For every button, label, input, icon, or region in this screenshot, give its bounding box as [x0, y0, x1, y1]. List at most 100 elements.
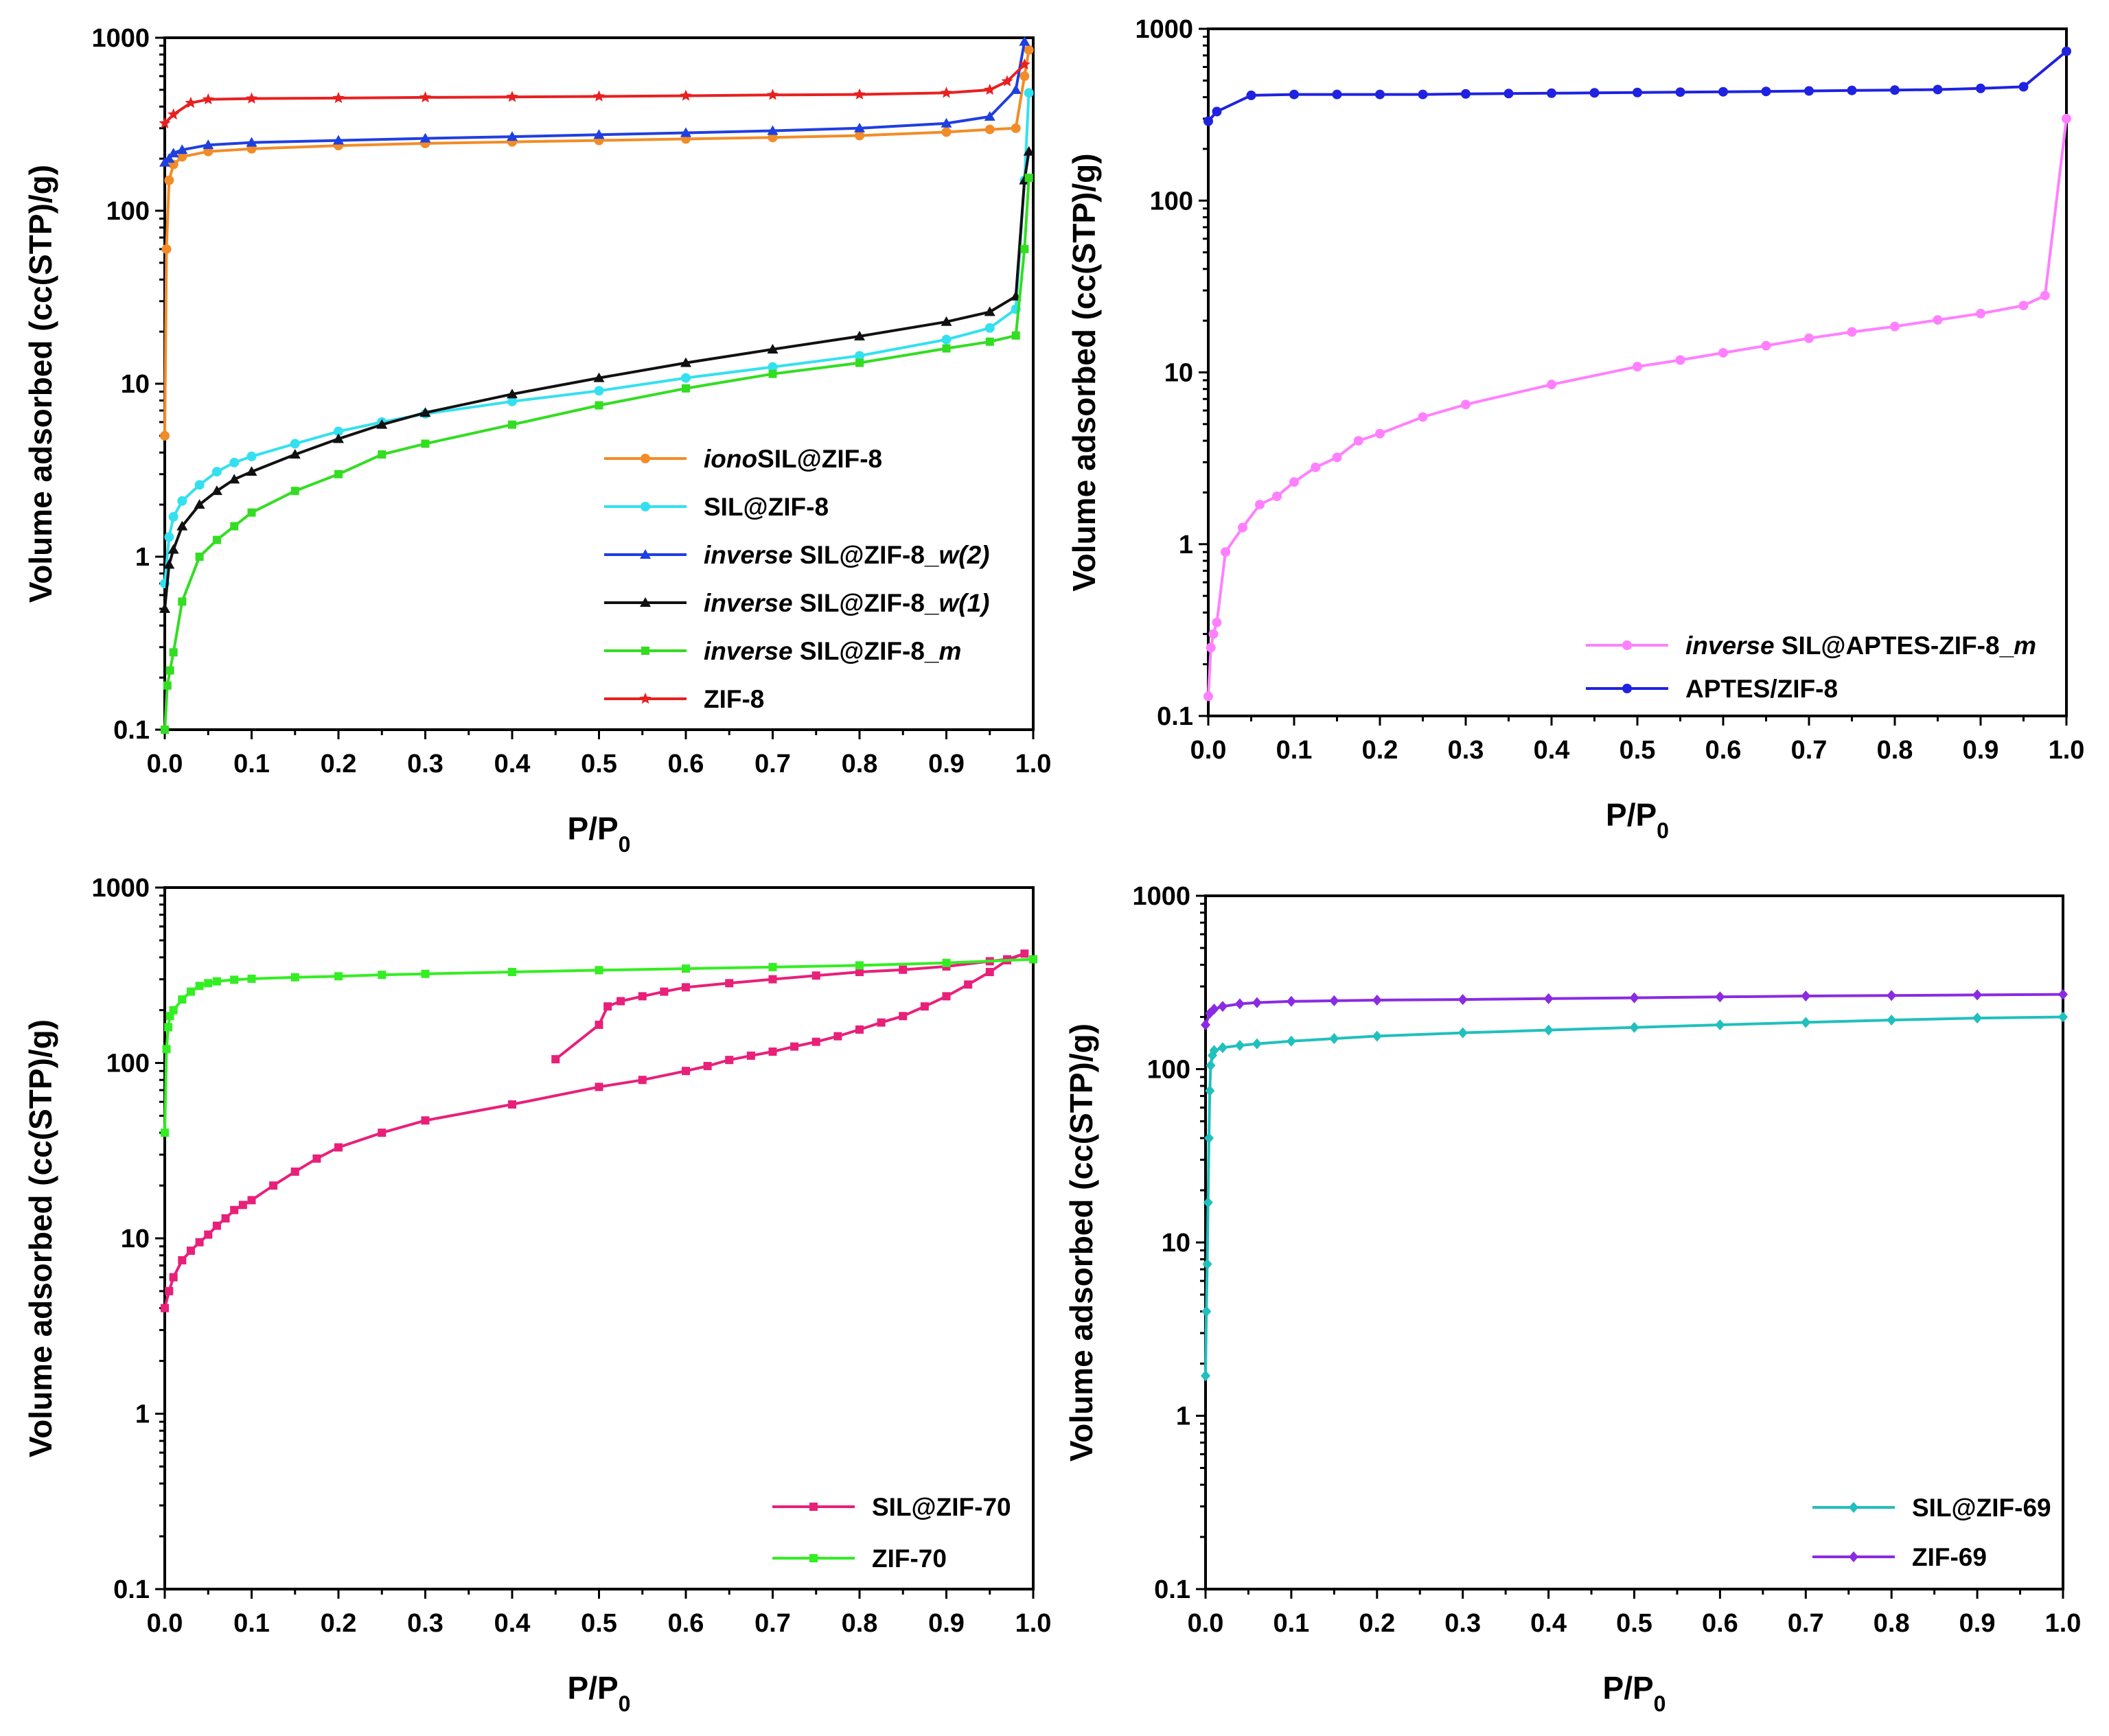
y-tick-label: 10 — [121, 370, 150, 399]
series-SIL@ZIF-70 — [161, 949, 1029, 1312]
data-point — [1847, 85, 1857, 95]
data-point — [1461, 400, 1471, 410]
legend-label: ZIF-69 — [1912, 1543, 1987, 1571]
data-point — [2018, 301, 2029, 311]
data-point — [984, 306, 995, 316]
data-point — [942, 992, 951, 1001]
data-point — [168, 544, 179, 554]
data-point — [1804, 333, 1814, 343]
data-point — [1933, 84, 1943, 95]
data-point — [1418, 89, 1428, 100]
chart-panel-1: 0.0 0.1 0.2 0.3 0.4 0.5 0.6 0.7 0.8 0.9 1.0 0.1 1 10 1… — [23, 24, 1051, 857]
data-point — [1202, 1258, 1212, 1270]
data-point — [638, 1076, 647, 1085]
data-point — [1503, 89, 1514, 99]
data-point — [290, 1167, 299, 1176]
data-point — [506, 91, 518, 102]
data-point — [2018, 82, 2029, 92]
legend-label: SIL@ZIF-69 — [1912, 1494, 2051, 1522]
data-point — [159, 603, 170, 613]
legend-entry: SIL@ZIF-70 — [772, 1493, 1011, 1521]
legend-marker — [1849, 1551, 1858, 1562]
data-point — [221, 1214, 230, 1223]
y-tick-label: 1 — [135, 543, 150, 572]
data-point — [811, 971, 820, 980]
x-tick-label: 0.6 — [668, 750, 704, 778]
data-point — [1972, 1012, 1983, 1024]
data-point — [246, 451, 257, 461]
data-point — [238, 1201, 247, 1210]
data-point — [1252, 1038, 1262, 1050]
data-point — [1629, 1021, 1639, 1033]
data-point — [177, 496, 187, 506]
data-point — [176, 144, 188, 154]
data-point — [164, 532, 174, 542]
series-line — [1204, 1015, 2064, 1376]
x-tick-label: 0.7 — [1791, 736, 1828, 765]
x-tick-label: 0.8 — [842, 750, 878, 778]
chart-panel-4: 0.0 0.1 0.2 0.3 0.4 0.5 0.6 0.7 0.8 0.9 1.0 0.1 1 10 1… — [1063, 882, 2081, 1716]
data-point — [855, 968, 864, 977]
x-tick-label: 0.2 — [321, 750, 357, 778]
legend-marker — [1622, 684, 1632, 693]
data-point — [638, 992, 647, 1001]
data-point — [212, 535, 221, 544]
data-point — [333, 433, 344, 443]
data-point — [941, 127, 952, 137]
data-point — [159, 117, 171, 128]
series-line — [163, 93, 1030, 584]
data-point — [508, 420, 516, 429]
legend-marker — [640, 597, 651, 607]
data-point — [290, 439, 300, 449]
data-point — [2062, 113, 2071, 124]
data-point — [165, 666, 174, 675]
data-point — [419, 407, 431, 417]
legend-marker — [640, 549, 651, 559]
data-point — [1252, 997, 1262, 1008]
data-point — [941, 334, 952, 345]
data-point — [1234, 1039, 1245, 1051]
x-axis-title: P/P0 — [1606, 797, 1669, 843]
data-point — [854, 122, 865, 132]
data-point — [1715, 991, 1725, 1003]
x-tick-label: 0.9 — [928, 1609, 965, 1638]
data-point — [376, 419, 388, 429]
data-point — [985, 968, 994, 977]
data-point — [507, 389, 518, 399]
series-line — [1207, 118, 2068, 697]
x-axis-title: P/P0 — [568, 811, 631, 857]
y-tick-label: 10 — [1164, 359, 1193, 388]
legend-entry: inverse SIL@ZIF-8_w(1) — [604, 589, 989, 617]
data-point — [1217, 1001, 1228, 1012]
data-point — [1024, 88, 1034, 98]
data-point — [203, 139, 214, 150]
data-point — [2062, 46, 2071, 56]
data-point — [1203, 1132, 1214, 1144]
y-axis-title: Volume adsorbed (cc(STP)/g) — [1063, 1023, 1099, 1461]
data-point — [964, 980, 973, 989]
data-point — [202, 93, 214, 105]
data-point — [212, 977, 221, 986]
data-point — [595, 401, 603, 410]
data-point — [1890, 321, 1900, 332]
data-point — [177, 152, 187, 162]
data-point — [1234, 998, 1245, 1010]
data-point — [1001, 75, 1013, 86]
data-point — [854, 330, 865, 340]
y-tick-label: 1 — [135, 1400, 150, 1429]
data-point — [768, 975, 777, 984]
data-point — [682, 384, 690, 393]
data-point — [333, 135, 344, 145]
data-point — [1418, 412, 1428, 422]
x-tick-label: 0.0 — [1188, 1609, 1224, 1638]
data-point — [941, 117, 952, 128]
y-axis-title: Volume adsorbed (cc(STP)/g) — [1066, 153, 1102, 591]
data-point — [289, 449, 301, 459]
data-point — [162, 1045, 171, 1054]
series-SIL@ZIF-8 — [160, 88, 1034, 589]
data-point — [332, 91, 345, 104]
data-point — [203, 146, 214, 157]
data-point — [1011, 123, 1021, 133]
data-point — [1019, 36, 1030, 46]
